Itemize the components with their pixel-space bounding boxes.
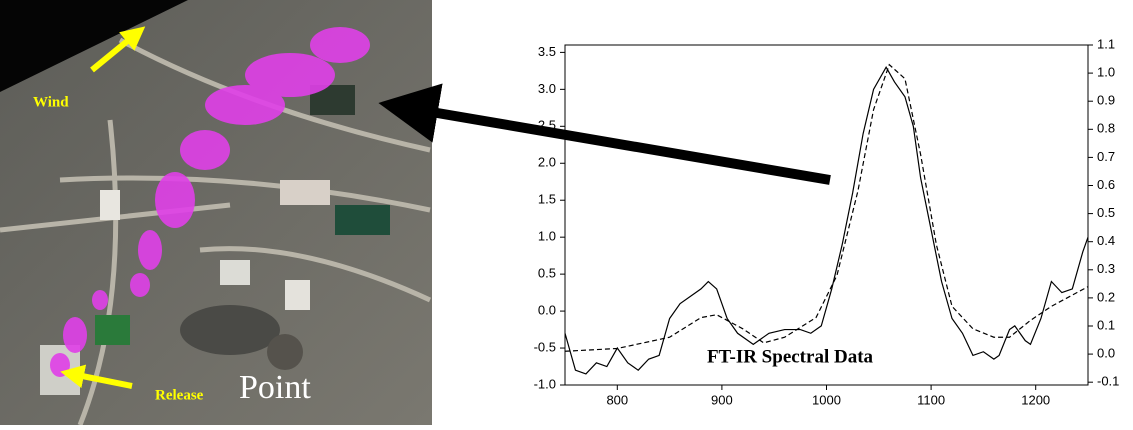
wind-label: Wind: [33, 94, 69, 110]
plot-frame: [565, 45, 1088, 385]
y-tick-label: 0.0: [538, 303, 556, 318]
y2-tick-label: 0.0: [1097, 346, 1115, 361]
y2-tick-label: 0.8: [1097, 121, 1115, 136]
y2-tick-label: 1.1: [1097, 36, 1115, 51]
x-tick-label: 1200: [1021, 392, 1050, 407]
y2-tick-label: 0.9: [1097, 93, 1115, 108]
y2-tick-label: 0.6: [1097, 177, 1115, 192]
y-tick-label: 2.0: [538, 155, 556, 170]
y-tick-label: 3.0: [538, 81, 556, 96]
y-tick-label: 1.5: [538, 192, 556, 207]
y-tick-label: -0.5: [534, 339, 556, 354]
pointer-arrow: [408, 108, 830, 180]
x-tick-label: 1100: [917, 392, 945, 407]
y-tick-label: 3.5: [538, 44, 556, 59]
aerial-image: Wind Release Point: [0, 0, 432, 425]
y-tick-label: 1.0: [538, 229, 556, 244]
y-tick-label: 2.5: [538, 118, 556, 133]
y2-tick-label: 1.0: [1097, 65, 1115, 80]
y-tick-label: 0.5: [538, 266, 556, 281]
release-label: Release: [155, 387, 204, 403]
annotation: FT-IR Spectral Data: [707, 346, 874, 367]
series-line: [565, 67, 1088, 374]
y2-tick-label: 0.2: [1097, 289, 1115, 304]
x-tick-label: 800: [606, 392, 628, 407]
y2-tick-label: -0.1: [1097, 374, 1119, 389]
x-tick-label: 900: [711, 392, 733, 407]
y2-tick-label: 0.4: [1097, 233, 1115, 248]
y2-tick-label: 0.1: [1097, 317, 1115, 332]
y-tick-label: -1.0: [534, 376, 556, 391]
x-tick-label: 1000: [812, 392, 841, 407]
y2-tick-label: 0.3: [1097, 261, 1115, 276]
y2-tick-label: 0.7: [1097, 149, 1115, 164]
figure: Wind Release Point FT-IR Spectral Data 8…: [0, 0, 1133, 425]
y2-tick-label: 0.5: [1097, 205, 1115, 220]
point-label: Point: [239, 369, 311, 406]
